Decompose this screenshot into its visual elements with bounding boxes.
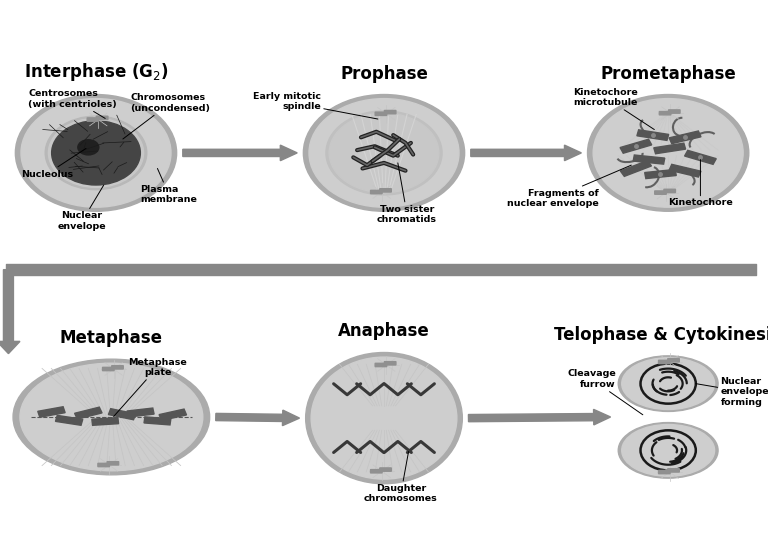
Polygon shape xyxy=(108,409,136,420)
Ellipse shape xyxy=(622,425,714,476)
Text: Kinetochore: Kinetochore xyxy=(668,160,733,207)
FancyBboxPatch shape xyxy=(654,191,666,194)
Text: Kinetochore
microtubule: Kinetochore microtubule xyxy=(573,88,654,130)
Text: Cleavage
furrow: Cleavage furrow xyxy=(568,370,643,415)
Polygon shape xyxy=(637,130,669,141)
Text: Metaphase: Metaphase xyxy=(60,329,163,347)
FancyBboxPatch shape xyxy=(384,111,396,114)
Polygon shape xyxy=(654,143,686,154)
Polygon shape xyxy=(669,165,701,177)
Text: Nucleolus: Nucleolus xyxy=(21,148,86,178)
FancyBboxPatch shape xyxy=(107,461,118,465)
Text: Fragments of
nuclear envelope: Fragments of nuclear envelope xyxy=(508,165,631,208)
Circle shape xyxy=(326,111,442,195)
Ellipse shape xyxy=(618,356,718,411)
Polygon shape xyxy=(127,408,154,417)
FancyBboxPatch shape xyxy=(375,112,386,116)
FancyBboxPatch shape xyxy=(668,359,680,362)
Text: Early mitotic
spindle: Early mitotic spindle xyxy=(253,92,378,119)
Circle shape xyxy=(303,95,465,211)
FancyBboxPatch shape xyxy=(370,190,382,193)
Text: Centrosomes
(with centrioles): Centrosomes (with centrioles) xyxy=(28,90,118,118)
FancyBboxPatch shape xyxy=(98,463,109,466)
Text: Prophase: Prophase xyxy=(340,66,428,83)
Text: Plasma
membrane: Plasma membrane xyxy=(141,168,197,204)
FancyArrow shape xyxy=(183,145,297,161)
Circle shape xyxy=(51,121,141,185)
Circle shape xyxy=(588,95,749,211)
FancyBboxPatch shape xyxy=(87,118,98,121)
FancyBboxPatch shape xyxy=(668,469,680,472)
Polygon shape xyxy=(159,409,187,420)
Circle shape xyxy=(309,98,459,207)
FancyBboxPatch shape xyxy=(659,112,671,115)
Polygon shape xyxy=(669,131,701,143)
Text: Chromosomes
(uncondensed): Chromosomes (uncondensed) xyxy=(123,93,210,139)
Ellipse shape xyxy=(622,358,714,409)
FancyBboxPatch shape xyxy=(384,361,396,365)
Polygon shape xyxy=(38,407,65,417)
FancyBboxPatch shape xyxy=(659,470,670,474)
FancyBboxPatch shape xyxy=(379,188,391,192)
FancyBboxPatch shape xyxy=(664,189,676,192)
FancyBboxPatch shape xyxy=(370,470,382,473)
Ellipse shape xyxy=(311,357,457,479)
Polygon shape xyxy=(74,407,102,419)
FancyArrow shape xyxy=(0,270,20,354)
FancyBboxPatch shape xyxy=(668,110,680,113)
Text: Anaphase: Anaphase xyxy=(338,322,430,340)
Text: Telophase & Cytokinesis: Telophase & Cytokinesis xyxy=(554,326,768,344)
FancyBboxPatch shape xyxy=(102,368,114,371)
Circle shape xyxy=(78,140,99,155)
Polygon shape xyxy=(92,418,118,425)
Polygon shape xyxy=(644,170,677,178)
Circle shape xyxy=(21,98,171,207)
Polygon shape xyxy=(144,417,170,425)
Text: Two sister
chromatids: Two sister chromatids xyxy=(377,163,437,224)
Text: Nuclear
envelope: Nuclear envelope xyxy=(58,185,107,231)
FancyBboxPatch shape xyxy=(375,363,386,366)
Polygon shape xyxy=(621,161,651,176)
FancyArrow shape xyxy=(468,409,611,425)
FancyBboxPatch shape xyxy=(112,366,123,369)
FancyArrow shape xyxy=(471,145,581,161)
Text: Interphase (G$_2$): Interphase (G$_2$) xyxy=(24,61,168,83)
FancyBboxPatch shape xyxy=(659,360,670,364)
Polygon shape xyxy=(633,155,665,164)
FancyBboxPatch shape xyxy=(97,116,108,120)
Text: Daughter
chromosomes: Daughter chromosomes xyxy=(364,451,438,503)
Text: Metaphase
plate: Metaphase plate xyxy=(114,358,187,416)
Circle shape xyxy=(329,113,439,192)
Circle shape xyxy=(45,116,147,190)
Text: Nuclear
envelope
forming: Nuclear envelope forming xyxy=(696,377,768,407)
FancyBboxPatch shape xyxy=(379,468,391,471)
Ellipse shape xyxy=(306,353,462,484)
Circle shape xyxy=(593,98,743,207)
Text: Prometaphase: Prometaphase xyxy=(601,66,736,83)
Circle shape xyxy=(15,95,177,211)
Polygon shape xyxy=(55,415,83,425)
Polygon shape xyxy=(620,139,652,153)
Ellipse shape xyxy=(13,359,210,475)
Ellipse shape xyxy=(618,423,718,478)
Circle shape xyxy=(48,118,144,187)
Ellipse shape xyxy=(20,363,203,471)
FancyArrow shape xyxy=(216,410,300,426)
Polygon shape xyxy=(684,150,717,165)
